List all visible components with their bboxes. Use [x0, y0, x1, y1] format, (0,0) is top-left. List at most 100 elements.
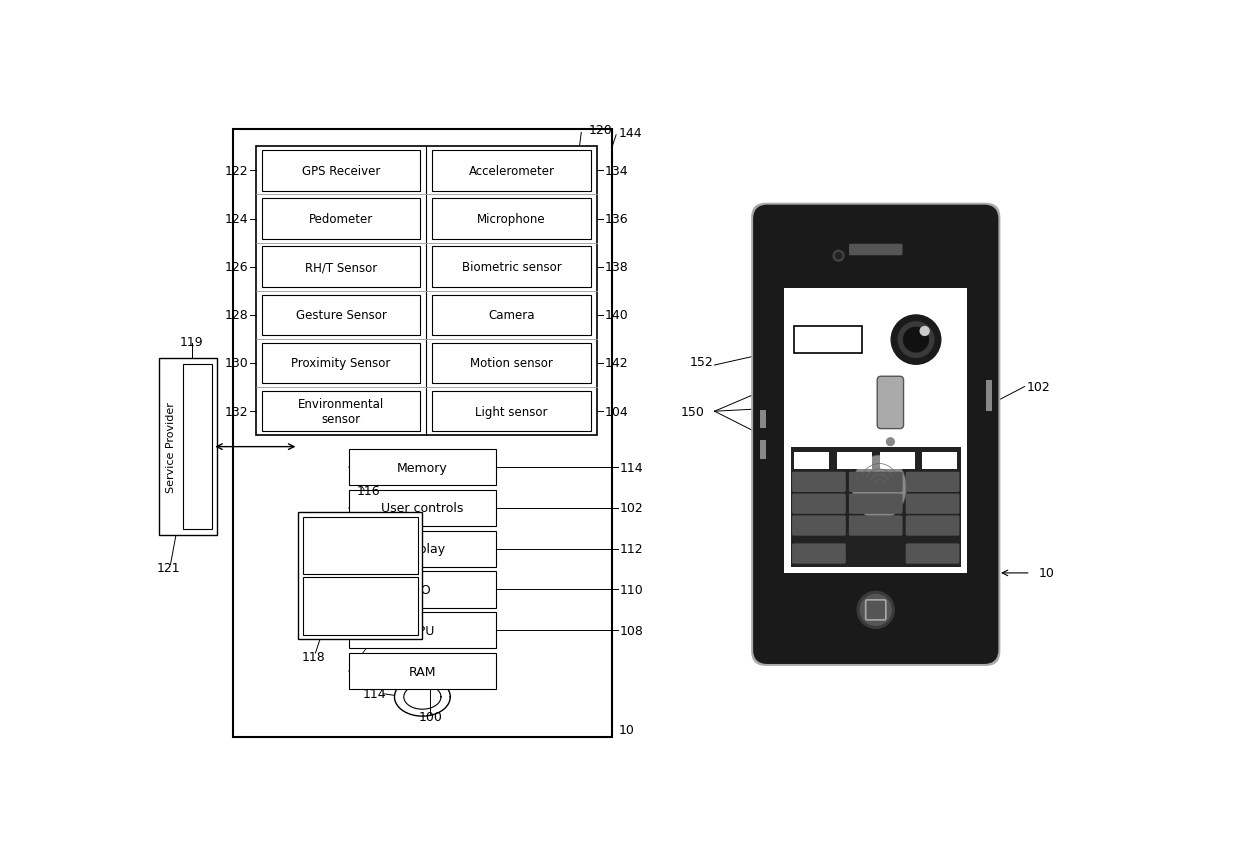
Text: Proximity Sensor: Proximity Sensor — [291, 357, 391, 370]
Bar — [795, 452, 830, 469]
Circle shape — [920, 327, 929, 336]
Text: 120: 120 — [589, 124, 613, 137]
FancyBboxPatch shape — [849, 494, 903, 514]
Circle shape — [833, 251, 844, 262]
Text: Pedometer: Pedometer — [309, 213, 373, 226]
Text: 126: 126 — [224, 261, 248, 274]
Circle shape — [861, 595, 892, 626]
Text: Display: Display — [399, 542, 445, 555]
Bar — [433, 295, 590, 336]
Circle shape — [857, 592, 894, 629]
Circle shape — [898, 323, 934, 358]
FancyBboxPatch shape — [905, 544, 960, 564]
Text: Authentication
engine: Authentication engine — [320, 595, 402, 617]
Text: 152: 152 — [689, 356, 713, 369]
Text: 144: 144 — [619, 127, 642, 139]
Circle shape — [887, 438, 894, 446]
Bar — [299, 512, 423, 640]
Text: 7: 7 — [815, 519, 823, 532]
Bar — [923, 452, 957, 469]
Text: RAM: RAM — [409, 665, 436, 678]
Text: 122: 122 — [224, 164, 248, 177]
Bar — [986, 381, 992, 412]
Text: 110: 110 — [620, 583, 644, 597]
Text: 138: 138 — [605, 261, 629, 274]
Text: 0: 0 — [815, 548, 823, 561]
Text: Light sensor: Light sensor — [475, 405, 548, 418]
Bar — [255, 147, 596, 436]
Text: Cancel: Cancel — [915, 549, 950, 559]
Bar — [303, 517, 418, 574]
Text: 142: 142 — [605, 357, 629, 370]
Text: Camera: Camera — [489, 309, 534, 322]
Text: Accelerometer: Accelerometer — [469, 164, 554, 177]
Bar — [879, 452, 915, 469]
Polygon shape — [852, 455, 906, 520]
FancyBboxPatch shape — [905, 494, 960, 514]
Text: 128: 128 — [224, 309, 248, 322]
Bar — [785, 288, 967, 573]
FancyBboxPatch shape — [792, 544, 846, 564]
Bar — [348, 653, 496, 690]
Bar — [348, 490, 496, 526]
Text: 114: 114 — [620, 461, 644, 474]
Bar — [759, 441, 766, 460]
Bar — [348, 612, 496, 648]
Bar — [791, 448, 961, 567]
FancyBboxPatch shape — [792, 472, 846, 492]
Bar — [233, 129, 613, 737]
Circle shape — [892, 316, 941, 365]
Text: Microphone: Microphone — [477, 213, 546, 226]
Text: 5: 5 — [872, 498, 879, 511]
Bar — [433, 151, 590, 191]
Text: Biometric sensor: Biometric sensor — [461, 261, 562, 274]
Text: 9: 9 — [929, 519, 936, 532]
Text: Gesture Sensor: Gesture Sensor — [295, 309, 387, 322]
Text: 119: 119 — [180, 335, 203, 348]
Bar — [433, 344, 590, 384]
Text: 121: 121 — [156, 561, 180, 574]
FancyBboxPatch shape — [849, 516, 903, 536]
Text: Motion sensor: Motion sensor — [470, 357, 553, 370]
Text: 6: 6 — [929, 498, 936, 511]
Text: RH/T Sensor: RH/T Sensor — [305, 261, 377, 274]
Text: 10: 10 — [1039, 567, 1054, 579]
Text: CPU: CPU — [409, 624, 435, 637]
Text: 132: 132 — [224, 405, 248, 418]
Text: 102: 102 — [1027, 381, 1050, 393]
Circle shape — [836, 253, 842, 259]
Text: 2: 2 — [872, 476, 879, 489]
Text: 134: 134 — [605, 164, 629, 177]
Bar — [262, 392, 420, 431]
Text: 104: 104 — [605, 405, 629, 418]
Text: 108: 108 — [620, 624, 644, 637]
Bar — [348, 449, 496, 486]
Text: 136: 136 — [605, 213, 629, 226]
Bar — [348, 531, 496, 567]
Bar — [262, 344, 420, 384]
Text: I/O: I/O — [413, 583, 432, 597]
Circle shape — [904, 328, 929, 352]
Bar — [759, 410, 766, 429]
Text: 112: 112 — [620, 542, 644, 555]
Text: User controls: User controls — [381, 502, 464, 515]
Bar — [794, 326, 862, 354]
Bar — [433, 199, 590, 239]
Text: 140: 140 — [605, 309, 629, 322]
Bar — [262, 199, 420, 239]
FancyBboxPatch shape — [905, 516, 960, 536]
FancyBboxPatch shape — [877, 377, 904, 429]
Text: GPS Receiver: GPS Receiver — [301, 164, 381, 177]
Text: 1: 1 — [815, 476, 823, 489]
Text: 1 Time: 1 Time — [806, 334, 849, 347]
Text: 100: 100 — [418, 709, 443, 722]
Text: 124: 124 — [224, 213, 248, 226]
FancyBboxPatch shape — [755, 208, 997, 662]
FancyBboxPatch shape — [792, 494, 846, 514]
Text: Authentication
application: Authentication application — [320, 535, 402, 556]
Text: 118: 118 — [303, 650, 326, 663]
Text: 130: 130 — [224, 357, 248, 370]
Text: Environmental
sensor: Environmental sensor — [298, 398, 384, 425]
Text: 10: 10 — [619, 723, 635, 736]
Bar — [159, 359, 217, 536]
